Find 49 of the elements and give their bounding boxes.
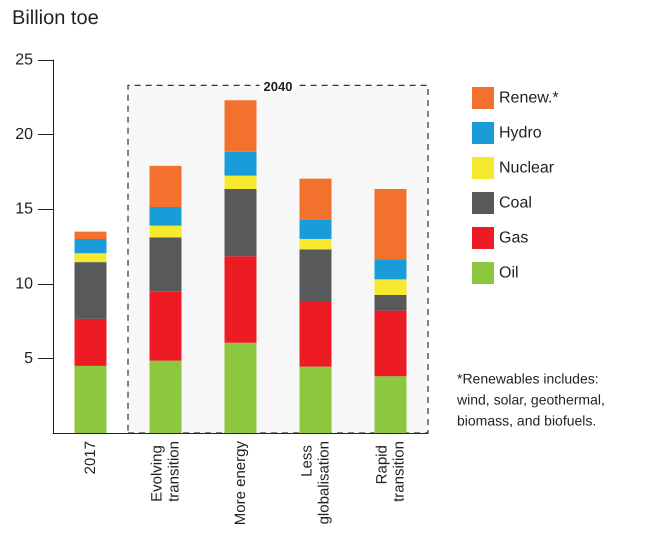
bar <box>74 253 106 262</box>
x-tick-label: 2017 <box>82 441 99 474</box>
y-tick-label: 10 <box>15 275 34 292</box>
bar <box>74 232 106 240</box>
y-axis-title: Billion toe <box>12 7 99 29</box>
bar <box>150 166 182 207</box>
bar <box>224 256 256 343</box>
bar <box>374 279 406 295</box>
x-tick-label: Rapid transition <box>374 441 408 502</box>
legend-label: Oil <box>499 264 519 282</box>
bar <box>374 294 406 311</box>
bar <box>300 178 332 220</box>
bar <box>224 152 256 176</box>
bar <box>300 300 332 367</box>
bar <box>74 366 106 433</box>
bar <box>74 239 106 254</box>
legend-label: Coal <box>499 194 532 212</box>
bar <box>300 366 332 433</box>
x-tick-label: More energy <box>232 440 249 526</box>
x-tick-label: Evolving transition <box>148 441 182 502</box>
text: *Renewables includes: wind, solar, geothermal, biomass, and biofuels. <box>456 370 605 428</box>
legend-label: Nuclear <box>499 160 555 176</box>
bar <box>374 310 406 376</box>
bar <box>300 249 332 301</box>
bar <box>150 238 182 292</box>
y-tick-label: 5 <box>24 350 34 367</box>
bar <box>74 262 106 319</box>
bar <box>374 189 406 260</box>
bar <box>74 318 106 366</box>
bar <box>150 206 182 226</box>
y-tick-label: 15 <box>15 200 34 218</box>
bar <box>224 100 256 152</box>
bar <box>150 226 182 238</box>
legend-label: Hydro <box>499 124 542 142</box>
y-tick-label: 20 <box>15 126 34 144</box>
bar <box>300 220 332 240</box>
legend-label: Renew.* <box>499 90 559 106</box>
bar <box>374 259 406 280</box>
bar <box>150 360 182 433</box>
legend-label: Gas <box>499 230 528 246</box>
bar <box>224 176 256 190</box>
x-tick-label: Less globalisation <box>298 441 332 524</box>
bar <box>374 376 406 433</box>
bar <box>150 291 182 361</box>
y-tick-label: 25 <box>15 52 34 68</box>
band-label: 2040 <box>264 78 292 94</box>
bar <box>300 239 332 250</box>
bar <box>224 342 256 433</box>
bar <box>224 189 256 256</box>
